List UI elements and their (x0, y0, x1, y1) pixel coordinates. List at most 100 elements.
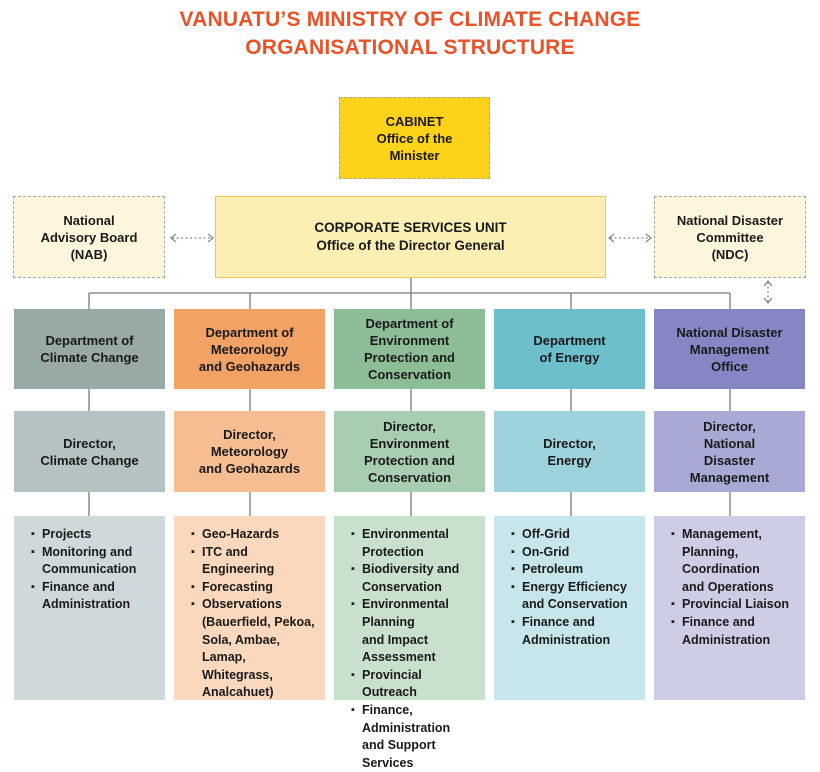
function-item-line: Coordination (682, 562, 760, 577)
function-list-item: Management, Planning, Coordination and Oper… (671, 526, 797, 596)
director-box: Director, National Disaster Management (654, 411, 805, 492)
function-item-line: Communication (42, 562, 137, 577)
function-item-line: Conservation (362, 579, 442, 594)
function-item-line: (Bauerfield, Pekoa, (202, 614, 315, 629)
department-name-line: Management (689, 341, 770, 357)
department-name-line: Department of (365, 316, 454, 331)
function-item-line: Monitoring and (42, 544, 133, 559)
function-item-line: Provincial Outreach (362, 667, 422, 700)
nab-line-3: (NAB) (70, 246, 108, 262)
function-item-line: On-Grid (522, 544, 570, 559)
director-name-line: Director, (223, 427, 276, 442)
director-box: Director, Energy (494, 411, 645, 492)
department-name-line: Department of (205, 324, 294, 340)
function-item-line: Finance, Administration (362, 702, 451, 735)
function-list-item: Energy Efficiency and Conservation (511, 579, 637, 614)
function-item-line: Management, (682, 527, 762, 541)
cabinet-line-3: Minister (389, 147, 440, 163)
director-name-line: Disaster (703, 452, 756, 468)
ndc-line-2: Committee (696, 229, 764, 245)
department-name-line: National Disaster (676, 324, 783, 340)
function-item-line: Petroleum (522, 562, 584, 577)
function-item-line: Planning, (682, 544, 739, 559)
function-list-item: On-Grid (511, 544, 637, 562)
department-box: Department of Climate Change (14, 309, 165, 389)
function-item-line: Projects (42, 527, 92, 541)
function-list-item: Finance and Administration (511, 614, 637, 649)
function-list-item: Off-Grid (511, 526, 637, 544)
corporate-line-1: CORPORATE SERVICES UNIT (314, 220, 507, 235)
function-list-item: ITC and Engineering (191, 544, 317, 579)
department-name-line: Department (533, 333, 606, 348)
function-item-line: Administration (682, 632, 771, 647)
director-name-line: Director, (383, 418, 436, 434)
function-list-box: Projects Monitoring and Communication Finan… (14, 516, 165, 700)
corporate-line-2: Office of the Director General (316, 238, 505, 253)
function-list-item: Provincial Outreach (351, 667, 477, 702)
cabinet-line-2: Office of the (376, 130, 453, 146)
director-name-line: and Geohazards (198, 461, 301, 476)
function-list-item: Provincial Liaison (671, 596, 797, 614)
director-box: Director, Meteorology and Geohazards (174, 411, 325, 492)
cabinet-box: CABINET Office of the Minister (339, 97, 490, 179)
function-list-box: Off-Grid On-Grid Petroleum Energy Efficienc… (494, 516, 645, 700)
function-list-item: Geo-Hazards (191, 526, 317, 544)
function-list-item: Monitoring and Communication (31, 544, 157, 579)
department-name-line: Office (711, 358, 748, 374)
department-name-line: Conservation (367, 367, 452, 382)
director-name-line: Director, (703, 418, 756, 434)
function-item-line: Finance and (522, 614, 595, 629)
function-item-line: and Impact Assessment (362, 632, 436, 665)
department-name-line: Department of (45, 333, 134, 348)
function-item-line: Biodiversity and (362, 562, 460, 577)
department-name-line: and Geohazards (198, 358, 301, 374)
ndc-line-1: National Disaster (676, 212, 784, 228)
function-list-item: Projects (31, 526, 157, 544)
function-list-item: Finance and Administration (31, 579, 157, 614)
director-name-line: Director, (63, 435, 116, 451)
department-name-line: Environment (369, 333, 450, 348)
function-list-item: Biodiversity and Conservation (351, 561, 477, 596)
director-name-line: Environment (369, 435, 450, 451)
ndc-line-3: (NDC) (711, 246, 749, 262)
function-list-item: Observations (Bauerfield, Pekoa, Sola, Amb… (191, 596, 317, 702)
cabinet-line-1: CABINET (385, 113, 444, 129)
chart-title-line-2: ORGANISATIONAL STRUCTURE (245, 36, 575, 59)
function-list-item: Petroleum (511, 561, 637, 579)
director-name-line: Energy (547, 452, 592, 468)
connector-lines (88, 233, 773, 516)
function-item-line: and Operations (682, 579, 774, 594)
nab-box: National Advisory Board (NAB) (13, 196, 165, 278)
department-name-line: Protection and (363, 350, 455, 365)
director-name-line: Director, (543, 435, 596, 451)
function-item-line: Finance and (42, 579, 115, 594)
function-list-item: Forecasting (191, 579, 317, 597)
department-box: National Disaster Management Office (654, 309, 805, 389)
department-box: Department of Energy (494, 309, 645, 389)
function-item-line: Geo-Hazards (202, 527, 280, 541)
function-item-line: Sola, Ambae, (202, 632, 281, 647)
function-item-line: Energy Efficiency (522, 579, 627, 594)
function-list-item: Finance and Administration (671, 614, 797, 649)
function-item-line: and Support Services (362, 738, 436, 770)
function-item-line: Administration (42, 597, 131, 612)
function-item-line: Environmental Planning (362, 597, 449, 629)
function-item-line: Observations (202, 597, 282, 612)
department-name-line: Climate Change (40, 350, 139, 365)
director-name-line: National (703, 435, 756, 451)
department-name-line: Meteorology (210, 341, 289, 357)
department-box: Department of Environment Protection and Co… (334, 309, 485, 389)
department-name-line: of Energy (539, 350, 600, 365)
function-item-line: Off-Grid (522, 527, 570, 541)
function-item-line: Forecasting (202, 579, 273, 594)
nab-line-1: National (63, 212, 115, 228)
director-name-line: Climate Change (40, 452, 139, 468)
department-box: Department of Meteorology and Geohazards (174, 309, 325, 389)
function-item-line: Lamap, Whitegrass, (202, 650, 273, 682)
function-list-box: Environmental Protection Biodiversity and C… (334, 516, 485, 770)
director-box: Director, Climate Change (14, 411, 165, 492)
director-name-line: Conservation (367, 469, 452, 485)
function-list-box: Geo-Hazards ITC and Engineering Forecastin… (174, 516, 325, 700)
